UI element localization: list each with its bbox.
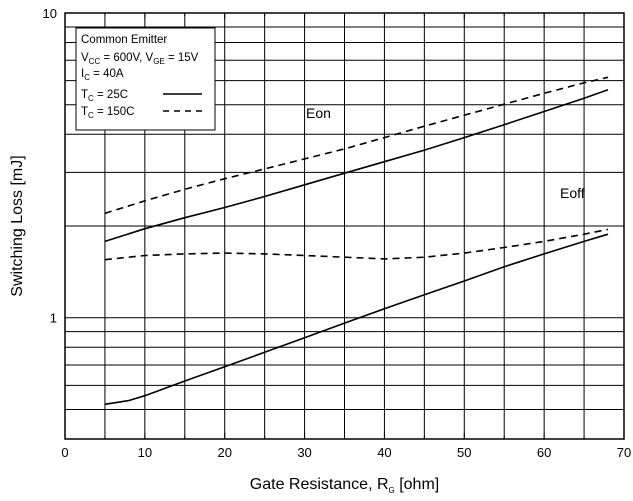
x-axis-label-subscript: G	[389, 486, 395, 495]
series-line-eoff-150c	[104, 228, 609, 261]
x-tick-label: 10	[138, 445, 152, 460]
legend-subscript: C	[88, 94, 94, 103]
legend-text-part: = 600V, V	[100, 52, 153, 64]
x-tick-label: 50	[457, 445, 471, 460]
x-axis-label-main: Gate Resistance, R	[250, 476, 389, 493]
legend-text-part: = 15V	[165, 52, 199, 64]
legend-text-part: T	[81, 89, 88, 101]
series-line-eoff-25c	[104, 233, 609, 406]
legend-subscript: GE	[153, 57, 165, 66]
y-tick-label: 1	[50, 311, 57, 326]
legend-subscript: CC	[89, 57, 101, 66]
legend-line: VCC = 600V, VGE = 15V	[81, 52, 199, 66]
legend-text-part: I	[81, 68, 84, 80]
x-tick-labels: 0 10 20 30 40 50 60 70	[61, 445, 631, 460]
grid	[65, 13, 624, 439]
legend-text-part: V	[81, 52, 89, 64]
tick-marks	[64, 13, 625, 439]
legend-line: TC = 150C	[81, 106, 134, 120]
x-axis-label: Gate Resistance, RG [ohm]	[250, 476, 439, 495]
series-line-eon-25c	[104, 88, 609, 243]
legend-text-part: = 25C	[94, 89, 128, 101]
x-tick-label: 0	[61, 445, 68, 460]
x-axis-label-unit: [ohm]	[395, 476, 439, 493]
x-tick-label: 20	[217, 445, 231, 460]
y-tick-label: 10	[43, 6, 57, 21]
legend-text-part: T	[81, 106, 88, 118]
legend-line: IC = 40A	[81, 68, 124, 82]
x-tick-label: 30	[297, 445, 311, 460]
legend-line: Common Emitter	[81, 34, 167, 46]
legend-box	[75, 27, 216, 131]
legend-line: TC = 25C	[81, 89, 128, 103]
eoff-annotation: Eoff	[560, 185, 585, 201]
x-tick-label: 40	[377, 445, 391, 460]
legend-text-part: = 150C	[94, 106, 135, 118]
x-tick-label: 60	[537, 445, 551, 460]
legend-subscript: C	[84, 73, 90, 82]
series-group	[104, 76, 609, 406]
x-tick-label: 70	[617, 445, 631, 460]
y-tick-labels: 10 1	[43, 6, 57, 326]
series-line-eon-150c	[104, 76, 609, 215]
legend-subscript: C	[88, 111, 94, 120]
y-axis-label: Switching Loss [mJ]	[9, 155, 26, 296]
eon-annotation: Eon	[306, 105, 331, 121]
legend-text-part: = 40A	[90, 68, 124, 80]
legend-text-part: Common Emitter	[81, 34, 167, 46]
